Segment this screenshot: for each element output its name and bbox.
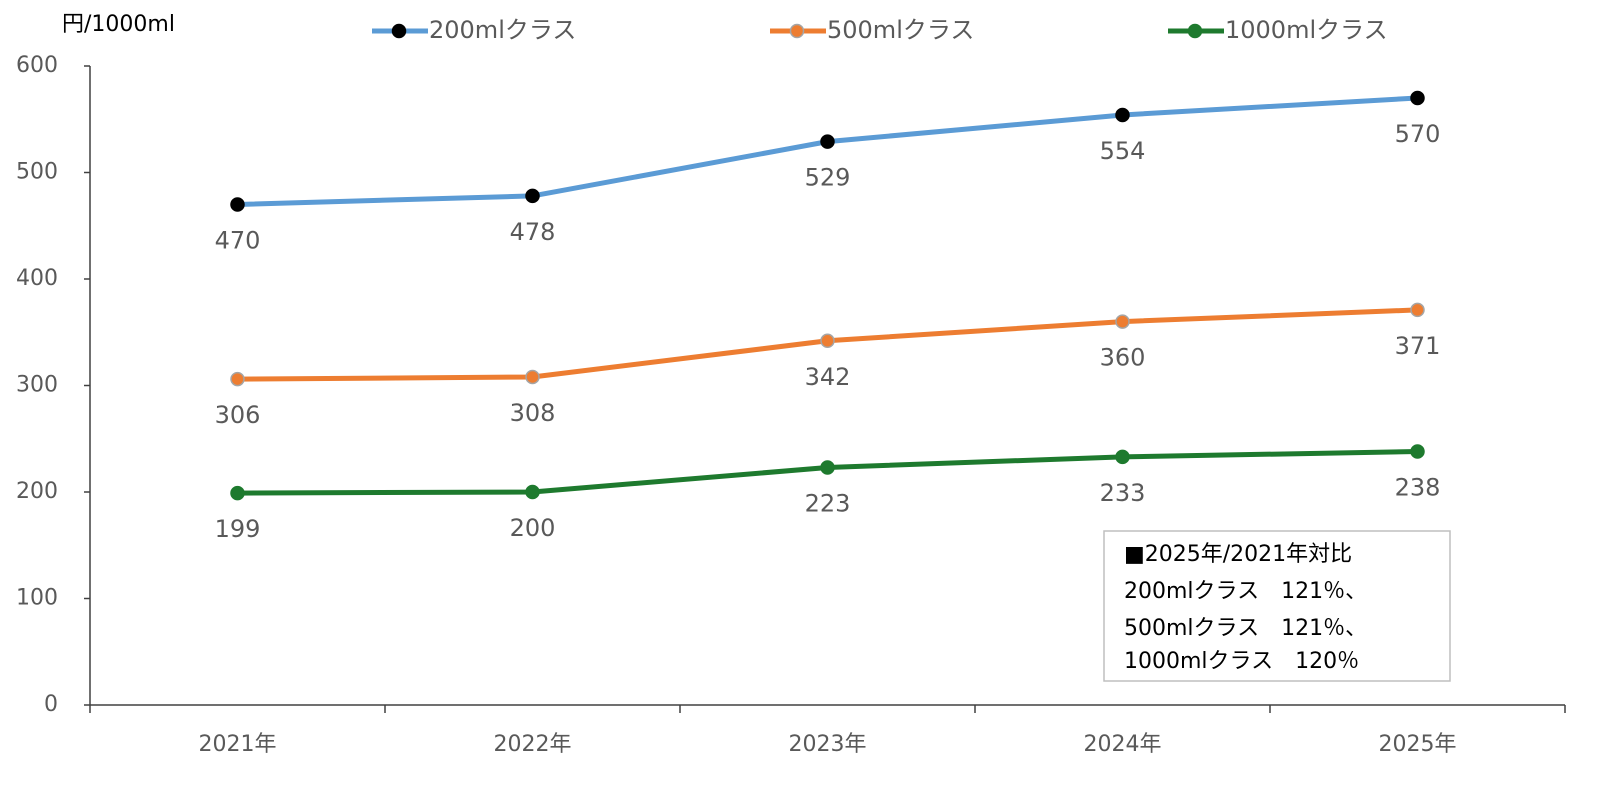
data-label: 200 [510,514,556,542]
data-point [230,371,245,387]
data-point [1115,314,1130,329]
annotation-box [1103,530,1451,682]
data-label: 478 [510,218,556,246]
x-tick-label: 2025年 [1379,732,1457,757]
data-label: 470 [215,226,261,254]
x-tick-label: 2023年 [789,732,867,757]
data-point [230,197,245,212]
legend-marker [391,23,407,39]
data-point [525,484,540,500]
y-tick-label: 0 [44,692,58,717]
y-tick-label: 300 [16,373,58,398]
data-point [820,134,835,149]
data-label: 360 [1100,344,1146,372]
data-label: 199 [215,515,261,543]
annotation-line: 500mlクラス 121％、 [1124,616,1367,641]
annotation-line: 1000mlクラス 120％ [1124,649,1359,674]
data-point [820,460,835,475]
data-point [1115,107,1130,123]
data-point [1410,444,1425,459]
annotation-line: ■2025年/2021年対比 [1124,542,1352,567]
data-point [525,369,540,385]
data-label: 342 [805,363,851,391]
data-point [230,485,245,501]
data-point [1410,302,1425,318]
legend-label: 500mlクラス [827,16,974,44]
y-tick-label: 500 [16,160,58,185]
y-tick-label: 400 [16,266,58,291]
data-label: 308 [510,399,556,427]
x-tick-label: 2024年 [1084,732,1162,757]
data-point [1410,90,1425,106]
legend-label: 200mlクラス [429,16,576,44]
data-point [525,188,540,204]
data-label: 233 [1100,479,1146,507]
data-label: 371 [1395,332,1441,360]
data-label: 570 [1395,120,1441,148]
legend-label: 1000mlクラス [1225,16,1388,44]
x-tick-label: 2022年 [494,732,572,757]
y-tick-label: 600 [16,53,58,78]
legend-marker [789,23,805,39]
data-label: 554 [1100,137,1146,165]
y-axis-label: 円/1000ml [62,12,175,37]
data-label: 238 [1395,474,1441,502]
data-label: 306 [215,401,261,429]
legend-marker [1187,23,1203,39]
data-point [1115,449,1130,465]
data-label: 223 [805,490,851,518]
annotation-line: 200mlクラス 121％、 [1124,579,1367,604]
data-point [820,333,835,349]
y-tick-label: 200 [16,479,58,504]
y-tick-label: 100 [16,586,58,611]
data-label: 529 [805,164,851,192]
x-tick-label: 2021年 [199,732,277,757]
